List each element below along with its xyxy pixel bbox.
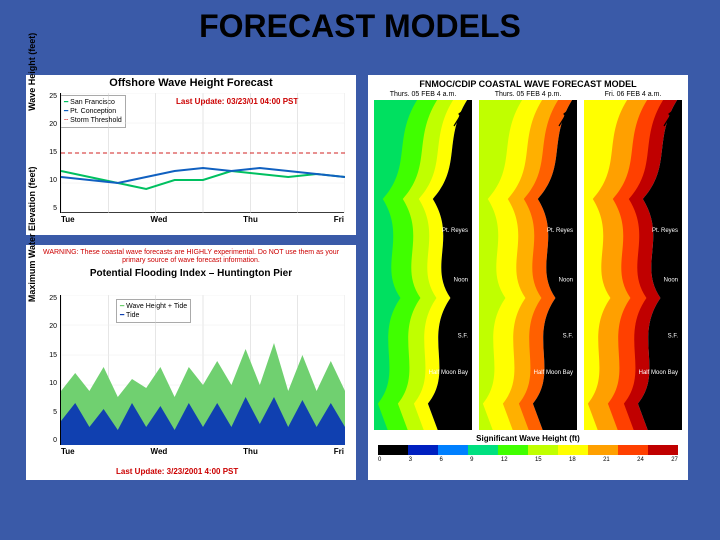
flooding-yaxis: 0510152025	[43, 295, 57, 444]
offshore-xaxis: TueWedThuFri	[61, 215, 344, 224]
svg-text:Half Moon Bay: Half Moon Bay	[639, 370, 678, 376]
offshore-title: Offshore Wave Height Forecast	[26, 75, 356, 91]
content-area: Offshore Wave Height Forecast Wave Heigh…	[0, 45, 720, 535]
flooding-ylabel: Maximum Water Elevation (feet)	[27, 166, 37, 302]
colorbar-ticks: 0369121518212427	[378, 457, 678, 463]
offshore-ylabel: Wave Height (feet)	[27, 33, 37, 111]
flooding-chart: WARNING: These coastal wave forecasts ar…	[26, 245, 356, 480]
svg-text:S.F.: S.F.	[458, 334, 469, 340]
map-col-2: Fri. 06 FEB 4 a.m. Pt. Reyes Noon S.F. Half…	[584, 91, 682, 430]
svg-text:S.F.: S.F.	[563, 334, 574, 340]
warning-text: WARNING: These coastal wave forecasts ar…	[26, 245, 356, 267]
svg-text:Noon: Noon	[454, 278, 468, 284]
svg-text:Noon: Noon	[559, 278, 573, 284]
flooding-update: Last Update: 3/23/2001 4:00 PST	[116, 467, 238, 476]
map-row: Thurs. 05 FEB 4 a.m. Pt. Reyes Noon S.F. Ha…	[368, 91, 688, 430]
flooding-xaxis: TueWedThuFri	[61, 447, 344, 456]
colorbar-wrap: Significant Wave Height (ft) 03691215182…	[368, 430, 688, 465]
colorbar-title: Significant Wave Height (ft)	[378, 434, 678, 443]
svg-text:Half Moon Bay: Half Moon Bay	[429, 370, 468, 376]
flooding-title: Potential Flooding Index – Huntington Pi…	[26, 267, 356, 281]
map-1: Pt. Reyes Noon S.F. Half Moon Bay	[479, 100, 577, 430]
offshore-yaxis: 510152025	[43, 93, 57, 212]
svg-text:Half Moon Bay: Half Moon Bay	[534, 370, 573, 376]
coastal-model-panel: FNMOC/CDIP COASTAL WAVE FORECAST MODEL T…	[368, 75, 688, 480]
offshore-plot: 510152025 TueWedThuFri	[60, 93, 344, 213]
map-0: Pt. Reyes Noon S.F. Half Moon Bay	[374, 100, 472, 430]
coastal-title: FNMOC/CDIP COASTAL WAVE FORECAST MODEL	[368, 75, 688, 91]
svg-text:Noon: Noon	[664, 278, 678, 284]
map-time-2: Fri. 06 FEB 4 a.m.	[584, 91, 682, 100]
map-col-1: Thurs. 05 FEB 4 p.m. Pt. Reyes Noon S.F. Ha…	[479, 91, 577, 430]
offshore-wave-chart: Offshore Wave Height Forecast Wave Heigh…	[26, 75, 356, 235]
map-time-0: Thurs. 05 FEB 4 a.m.	[374, 91, 472, 100]
svg-text:Pt. Reyes: Pt. Reyes	[547, 228, 573, 234]
colorbar	[378, 445, 678, 455]
slide-title: FORECAST MODELS	[0, 0, 720, 45]
flooding-plot: 0510152025 TueWedThuFri	[60, 295, 344, 445]
map-time-1: Thurs. 05 FEB 4 p.m.	[479, 91, 577, 100]
svg-text:Pt. Reyes: Pt. Reyes	[652, 228, 678, 234]
svg-text:S.F.: S.F.	[668, 334, 679, 340]
map-2: Pt. Reyes Noon S.F. Half Moon Bay	[584, 100, 682, 430]
svg-text:Pt. Reyes: Pt. Reyes	[442, 228, 468, 234]
map-col-0: Thurs. 05 FEB 4 a.m. Pt. Reyes Noon S.F. Ha…	[374, 91, 472, 430]
